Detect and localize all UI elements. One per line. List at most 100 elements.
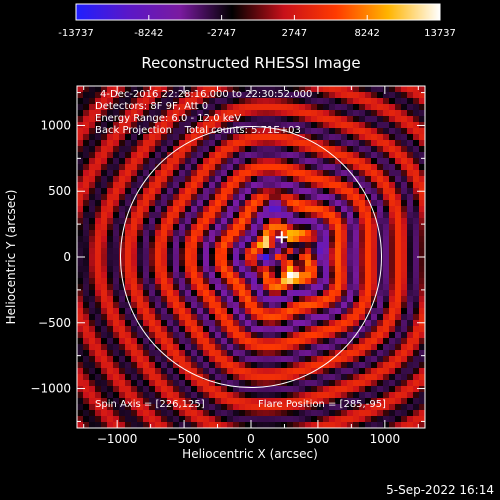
heatmap-cell <box>197 404 204 411</box>
heatmap-cell <box>125 176 132 183</box>
heatmap-cell <box>215 398 222 405</box>
heatmap-cell <box>419 326 425 333</box>
heatmap-cell <box>317 134 324 141</box>
heatmap-cell <box>77 338 84 345</box>
heatmap-cell <box>347 308 354 315</box>
heatmap-cell <box>227 368 234 375</box>
heatmap-cell <box>173 326 180 333</box>
heatmap-cell <box>83 140 90 147</box>
heatmap-cell <box>335 152 342 159</box>
heatmap-cell <box>161 116 168 123</box>
heatmap-cell <box>167 416 174 423</box>
heatmap-cell <box>107 266 114 273</box>
y-tick-label: 0 <box>63 250 71 264</box>
heatmap-cell <box>209 230 216 237</box>
heatmap-cell <box>101 422 108 428</box>
heatmap-cell <box>227 404 234 411</box>
heatmap-cell <box>131 404 138 411</box>
heatmap-cell <box>137 332 144 339</box>
heatmap-cell <box>347 236 354 243</box>
heatmap-cell <box>365 110 372 117</box>
heatmap-cell <box>107 254 114 261</box>
heatmap-cell <box>83 242 90 249</box>
heatmap-cell <box>275 392 282 399</box>
heatmap-cell <box>389 152 396 159</box>
heatmap-cell <box>107 302 114 309</box>
heatmap-cell <box>239 218 246 225</box>
heatmap-cell <box>371 110 378 117</box>
heatmap-cell <box>149 158 156 165</box>
heatmap-cell <box>209 164 216 171</box>
heatmap-cell <box>323 302 330 309</box>
heatmap-cell <box>245 230 252 237</box>
heatmap-cell <box>101 242 108 249</box>
heatmap-cell <box>179 200 186 207</box>
heatmap-cell <box>137 164 144 171</box>
heatmap-cell <box>359 128 366 135</box>
heatmap-cell <box>419 158 425 165</box>
heatmap-cell <box>389 200 396 207</box>
heatmap-cell <box>419 404 425 411</box>
heatmap-cell <box>113 368 120 375</box>
heatmap-cell <box>269 368 276 375</box>
heatmap-cell <box>77 176 84 183</box>
info-time-range: 4-Dec-2016 22:28:16.000 to 22:30:52.000 <box>100 89 312 100</box>
heatmap-cell <box>383 266 390 273</box>
heatmap-cell <box>275 200 282 207</box>
heatmap-cell <box>251 278 258 285</box>
heatmap-cell <box>413 218 420 225</box>
heatmap-cell <box>371 218 378 225</box>
heatmap-cell <box>311 326 318 333</box>
heatmap-cell <box>197 260 204 267</box>
heatmap-cell <box>323 188 330 195</box>
heatmap-cell <box>179 128 186 135</box>
heatmap-cell <box>269 332 276 339</box>
info-block: 4-Dec-2016 22:28:16.000 to 22:30:52.000 … <box>95 89 312 136</box>
heatmap-cell <box>323 158 330 165</box>
heatmap-cell <box>341 350 348 357</box>
heatmap-cell <box>287 290 294 297</box>
heatmap-cell <box>257 182 264 189</box>
heatmap-cell <box>95 278 102 285</box>
heatmap-cell <box>401 338 408 345</box>
heatmap-cell <box>341 422 348 428</box>
heatmap-cell <box>161 218 168 225</box>
heatmap-cell <box>227 224 234 231</box>
heatmap-cell <box>179 158 186 165</box>
heatmap-cell <box>287 182 294 189</box>
heatmap-cell <box>173 92 180 99</box>
heatmap-cell <box>179 284 186 291</box>
heatmap-cell <box>89 326 96 333</box>
heatmap-cell <box>233 422 240 428</box>
heatmap-cell <box>173 314 180 321</box>
heatmap-cell <box>365 326 372 333</box>
heatmap-cell <box>155 290 162 297</box>
heatmap-cell <box>233 392 240 399</box>
heatmap-cell <box>407 194 414 201</box>
heatmap-cell <box>203 416 210 423</box>
heatmap-cell <box>317 104 324 111</box>
heatmap-cell <box>299 128 306 135</box>
heatmap-cell <box>155 86 162 93</box>
heatmap-cell <box>161 278 168 285</box>
heatmap-cell <box>365 416 372 423</box>
heatmap-cell <box>203 344 210 351</box>
heatmap-cell <box>263 362 270 369</box>
heatmap-cell <box>413 200 420 207</box>
heatmap-cell <box>377 218 384 225</box>
heatmap-cell <box>209 236 216 243</box>
heatmap-cell <box>413 158 420 165</box>
heatmap-cell <box>407 338 414 345</box>
heatmap-cell <box>347 386 354 393</box>
heatmap-cell <box>245 122 252 129</box>
heatmap-cell <box>185 242 192 249</box>
heatmap-cell <box>383 404 390 411</box>
heatmap-cell <box>419 290 425 297</box>
heatmap-cell <box>119 248 126 255</box>
heatmap-cell <box>395 338 402 345</box>
heatmap-cell <box>395 170 402 177</box>
heatmap-cell <box>389 212 396 219</box>
heatmap-cell <box>197 152 204 159</box>
heatmap-cell <box>149 212 156 219</box>
